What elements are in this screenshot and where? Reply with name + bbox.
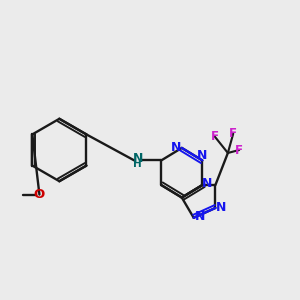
Text: N: N xyxy=(194,210,205,224)
Text: N: N xyxy=(171,141,181,154)
Text: N: N xyxy=(197,148,208,162)
Text: H: H xyxy=(134,159,142,169)
Text: F: F xyxy=(211,130,219,143)
Text: F: F xyxy=(229,127,237,140)
Text: O: O xyxy=(34,188,45,201)
Text: F: F xyxy=(235,143,243,157)
Text: N: N xyxy=(133,152,143,165)
Text: N: N xyxy=(216,202,226,214)
Text: N: N xyxy=(202,177,212,190)
